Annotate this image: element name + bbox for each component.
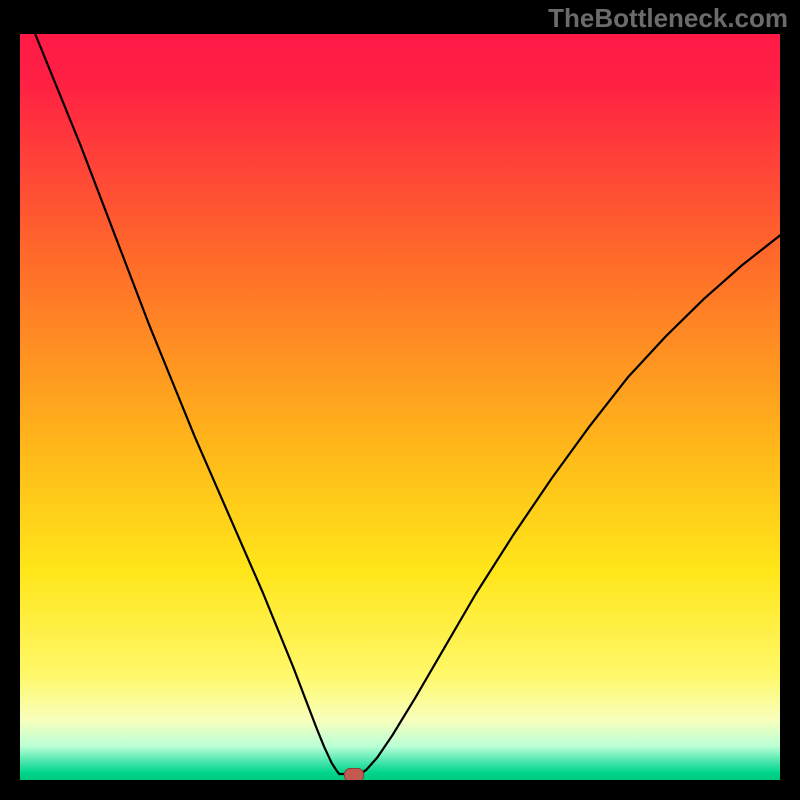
watermark-text: TheBottleneck.com xyxy=(548,3,788,34)
curve-svg xyxy=(20,34,780,780)
plot-area xyxy=(20,34,780,780)
optimal-marker xyxy=(344,768,364,780)
bottleneck-curve xyxy=(35,34,780,774)
